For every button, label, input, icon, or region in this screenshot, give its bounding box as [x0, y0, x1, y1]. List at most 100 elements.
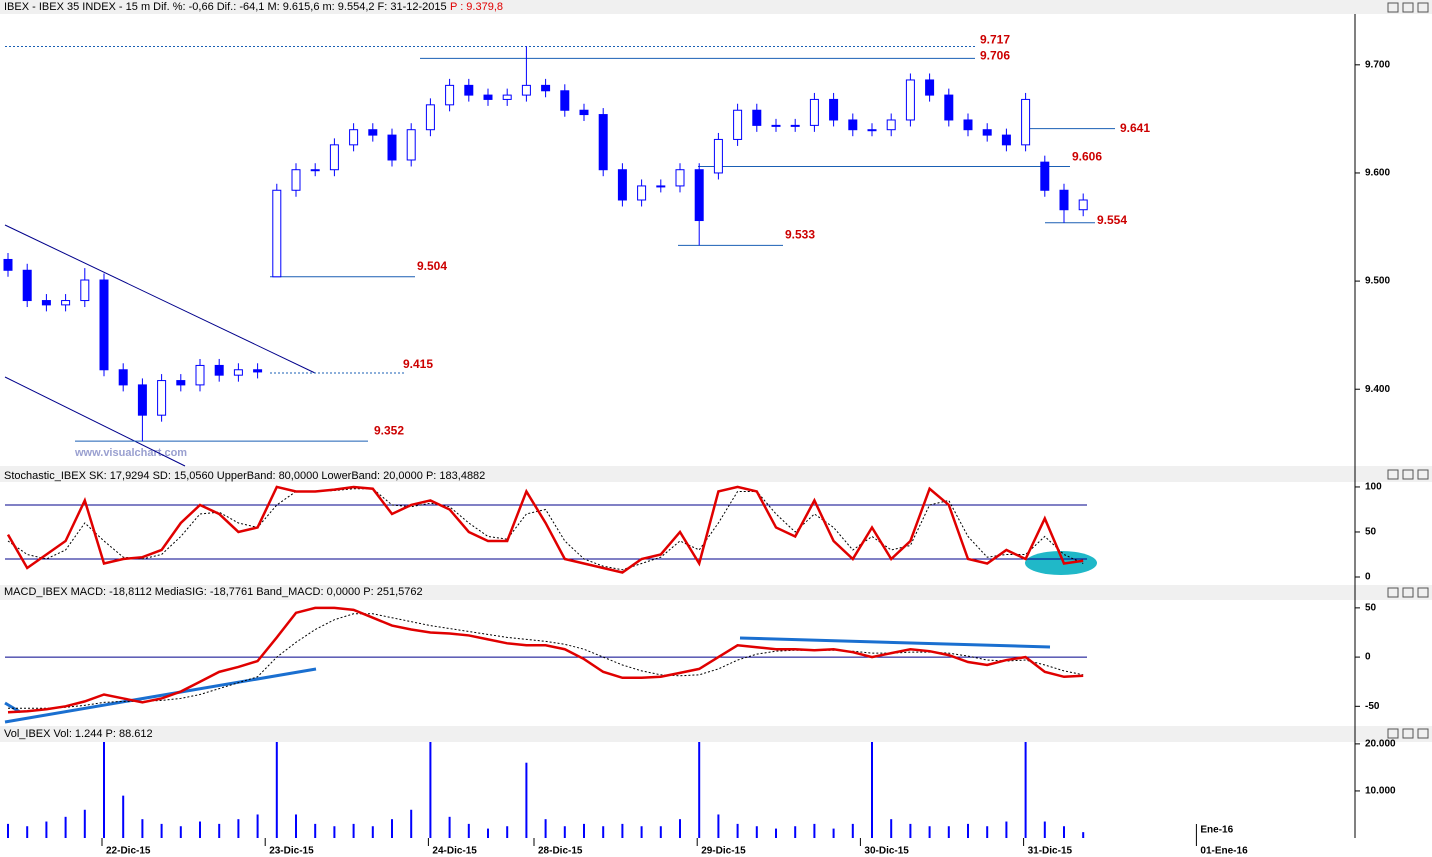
- candle-body: [3, 258, 13, 271]
- volume-bar: [410, 809, 413, 838]
- y-tick-label: 9.500: [1365, 276, 1390, 287]
- series-line: [7, 606, 1084, 714]
- volume-bar: [429, 742, 432, 838]
- candle-body: [176, 380, 186, 386]
- volume-bar: [256, 814, 259, 838]
- candle-body: [1078, 199, 1088, 211]
- candle-body: [886, 119, 896, 131]
- candle-body: [771, 124, 781, 127]
- candle-body: [867, 129, 877, 132]
- volume-bar: [583, 823, 585, 838]
- candle-body: [675, 169, 685, 187]
- volume-bar: [467, 823, 470, 838]
- volume-bar: [295, 814, 297, 838]
- volume-bar: [1082, 832, 1085, 838]
- level-label: 9.554: [1097, 213, 1127, 227]
- candle-body: [982, 129, 992, 136]
- panel-title: Vol_IBEX Vol: 1.244 P: 88.612: [4, 728, 153, 740]
- y-tick-label: 10.000: [1365, 786, 1396, 797]
- level-label: 9.706: [980, 49, 1010, 63]
- candle-body: [1059, 189, 1069, 211]
- x-tick-label: 01-Ene-16: [1200, 846, 1248, 857]
- panel-title: Stochastic_IBEX SK: 17,9294 SD: 15,0560 …: [4, 470, 485, 482]
- volume-bar: [199, 821, 201, 838]
- candle-body: [829, 98, 839, 121]
- volume-bar: [64, 816, 67, 838]
- candle-body: [963, 119, 973, 131]
- y-tick-label: 50: [1365, 603, 1377, 614]
- x-tick-label: 30-Dic-15: [864, 846, 909, 857]
- volume-bar: [813, 823, 816, 838]
- volume-bar: [851, 823, 854, 838]
- candle-body: [349, 129, 359, 146]
- volume-bar: [775, 828, 777, 838]
- volume-bar: [602, 826, 605, 838]
- y-tick-label: 0: [1365, 572, 1371, 583]
- candle-body: [694, 169, 704, 222]
- candle-body: [61, 300, 71, 306]
- candle-body: [80, 279, 90, 302]
- y-tick-label: -50: [1365, 701, 1380, 712]
- header-extra: P : 9.379,8: [450, 1, 503, 13]
- y-tick-label: 0: [1365, 652, 1371, 663]
- candle-body: [502, 94, 512, 100]
- candle-body: [848, 119, 858, 131]
- volume-bar: [237, 819, 240, 838]
- level-label: 9.504: [417, 259, 447, 273]
- candle-body: [137, 384, 147, 416]
- candle-body: [41, 300, 51, 306]
- volume-bar: [83, 809, 86, 838]
- level-label: 9.533: [785, 228, 815, 242]
- volume-bar: [391, 819, 393, 838]
- candle-body: [445, 84, 455, 106]
- volume-bar: [640, 826, 643, 838]
- level-label: 9.641: [1120, 121, 1150, 135]
- volume-bar: [871, 742, 873, 838]
- volume-bar: [1005, 821, 1008, 838]
- panel-bar: [0, 585, 1432, 600]
- candle-body: [464, 84, 474, 96]
- x-tick-label: 31-Dic-15: [1028, 846, 1073, 857]
- volume-bar: [544, 819, 547, 838]
- y-tick-label: 50: [1365, 527, 1377, 538]
- series-line: [6, 485, 1084, 574]
- volume-bar: [333, 826, 336, 838]
- candle-body: [22, 269, 32, 302]
- volume-bar: [45, 821, 48, 838]
- panel-title: MACD_IBEX MACD: -18,8112 MediaSIG: -18,7…: [4, 586, 423, 598]
- panel-bar: [0, 726, 1432, 742]
- candle-body: [368, 129, 378, 136]
- x-tick-label: 23-Dic-15: [269, 846, 314, 857]
- volume-bar: [160, 823, 163, 838]
- candle-body: [425, 104, 435, 131]
- y-tick-label: 9.400: [1365, 384, 1390, 395]
- volume-bar: [506, 826, 509, 838]
- volume-bar: [967, 823, 969, 838]
- volume-bar: [986, 826, 989, 838]
- candle-body: [905, 79, 915, 121]
- candle-body: [483, 94, 493, 100]
- volume-bar: [794, 826, 797, 838]
- candle-body: [1040, 161, 1050, 191]
- candle-body: [752, 109, 762, 126]
- volume-bar: [832, 828, 835, 838]
- candle-body: [598, 114, 608, 171]
- volume-bar: [103, 742, 105, 838]
- volume-bar: [275, 742, 278, 838]
- volume-bar: [717, 814, 720, 838]
- x-tick-label: 24-Dic-15: [432, 846, 477, 857]
- window-controls: [1387, 2, 1429, 739]
- volume-bar: [26, 826, 29, 838]
- volume-bar: [736, 823, 739, 838]
- volume-bar: [890, 819, 893, 838]
- volume-bar: [371, 826, 374, 838]
- candle-body: [790, 124, 800, 127]
- volume-bar: [755, 826, 758, 838]
- candle-body: [329, 144, 339, 171]
- volume-bar: [679, 819, 681, 838]
- candle-body: [157, 380, 167, 416]
- candle-body: [579, 109, 589, 116]
- volume-bar: [1024, 742, 1027, 838]
- y-tick-label: 20.000: [1365, 739, 1396, 750]
